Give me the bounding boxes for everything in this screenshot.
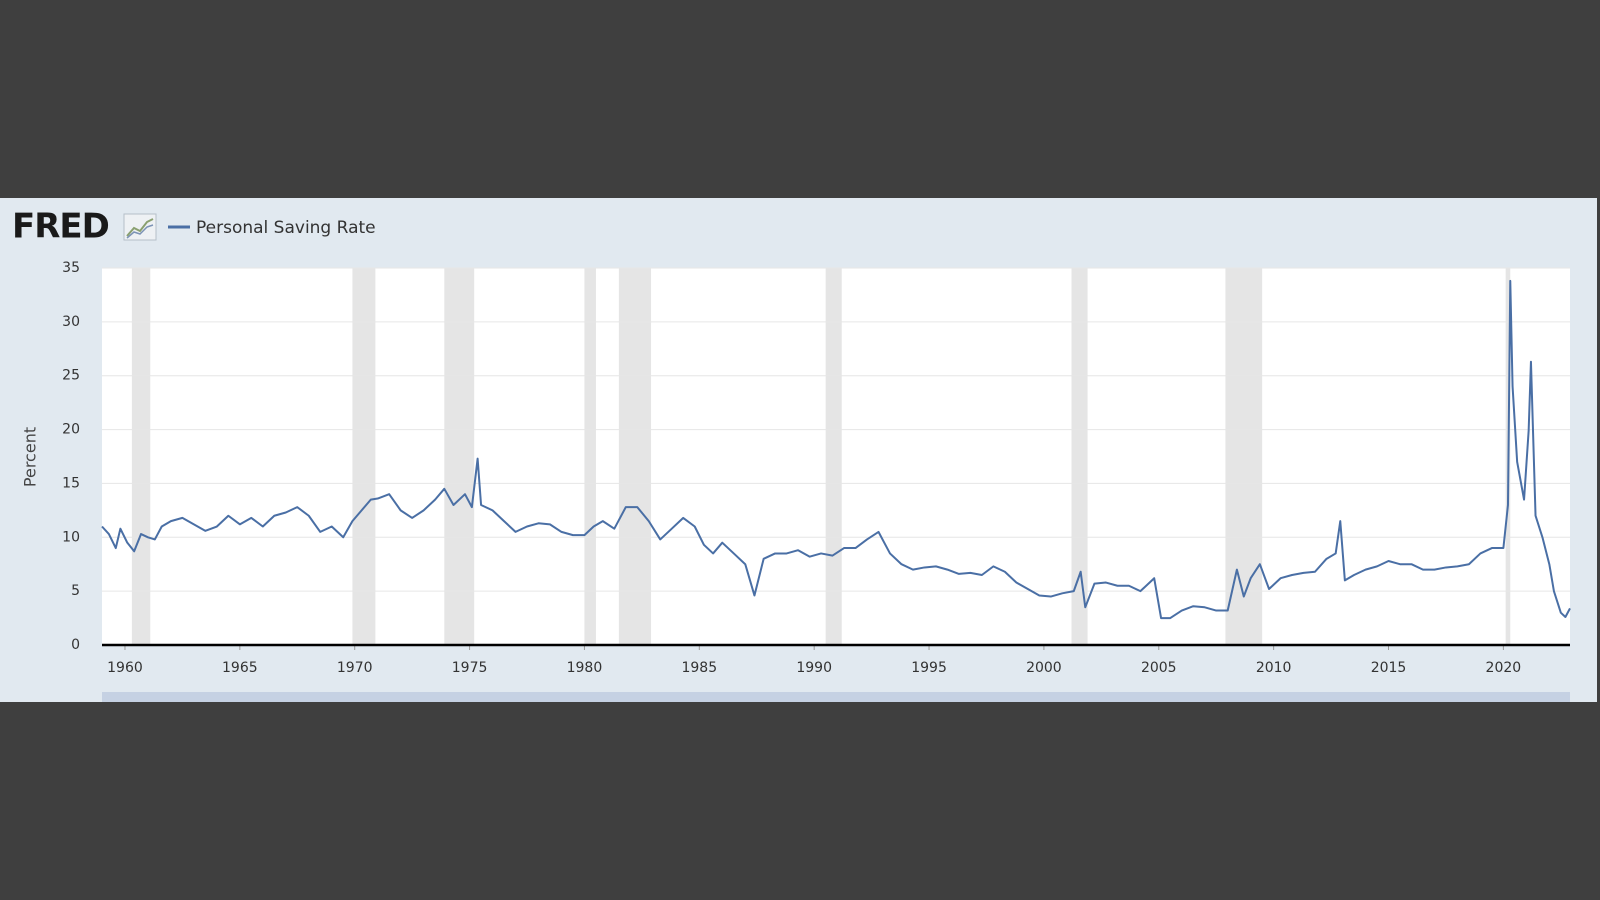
y-tick-label: 5 [71,583,80,599]
recession-band [584,268,596,645]
x-tick-label: 1990 [796,660,832,676]
y-tick-label: 15 [62,475,80,491]
x-tick-label: 1960 [107,660,143,676]
x-tick-label: 1980 [567,660,603,676]
y-axis-label: Percent [21,427,40,487]
recession-band [352,268,376,645]
recession-band [825,268,842,645]
logo: FRED [12,207,109,247]
y-tick-label: 25 [62,368,80,384]
legend-label[interactable]: Personal Saving Rate [196,218,376,238]
x-tick-label: 1970 [337,660,373,676]
x-tick-label: 2000 [1026,660,1062,676]
y-tick-label: 30 [62,314,80,330]
recession-band [444,268,475,645]
y-tick-label: 10 [62,529,80,545]
logo-icon [123,213,157,241]
y-tick-label: 0 [71,637,80,653]
recession-band [618,268,652,645]
navigator[interactable] [102,692,1570,702]
x-tick-label: 1975 [452,660,488,676]
y-tick-label: 20 [62,422,80,438]
series-line [101,279,1571,620]
x-tick-label: 2020 [1486,660,1522,676]
y-tick-label: 35 [62,260,80,276]
x-tick-label: 1995 [911,660,947,676]
recession-band [1071,268,1088,645]
x-tick-label: 2005 [1141,660,1177,676]
x-tick-label: 1985 [681,660,717,676]
recession-band [131,268,151,645]
x-tick-label: 2010 [1256,660,1292,676]
recession-band [1225,268,1263,645]
x-tick-label: 1965 [222,660,258,676]
x-tick-label: 2015 [1371,660,1407,676]
